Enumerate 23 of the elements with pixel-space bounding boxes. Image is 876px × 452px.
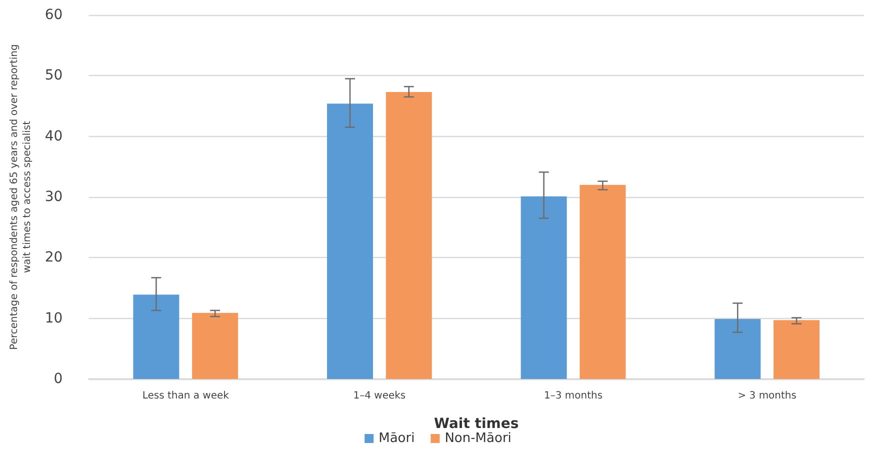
bar	[580, 184, 626, 379]
x-tick-label: 1–4 weeks	[353, 390, 406, 402]
y-tick-label: 60	[44, 7, 63, 23]
bar	[386, 92, 432, 379]
y-axis-title: Percentage of respondents aged 65 years and over reporting wait times to access specialist	[9, 44, 33, 350]
bar	[774, 320, 820, 379]
x-tick-label: > 3 months	[738, 390, 796, 402]
y-tick-label: 10	[44, 310, 63, 326]
y-tick-label: 50	[44, 68, 63, 84]
bar	[133, 294, 180, 379]
x-tick-label: 1–3 months	[544, 390, 603, 402]
bar	[192, 312, 238, 379]
y-tick-label: 0	[54, 371, 63, 387]
bar	[520, 196, 567, 379]
y-tick-label: 30	[44, 189, 63, 205]
x-tick-label: Less than a week	[142, 390, 230, 402]
bar	[327, 104, 374, 379]
bar	[714, 318, 761, 379]
y-tick-label: 40	[44, 128, 63, 144]
legend-label: Māori	[378, 431, 415, 446]
y-tick-label: 20	[44, 250, 63, 266]
x-axis-title: Wait times	[434, 416, 519, 432]
legend-label: Non-Māori	[444, 431, 512, 446]
